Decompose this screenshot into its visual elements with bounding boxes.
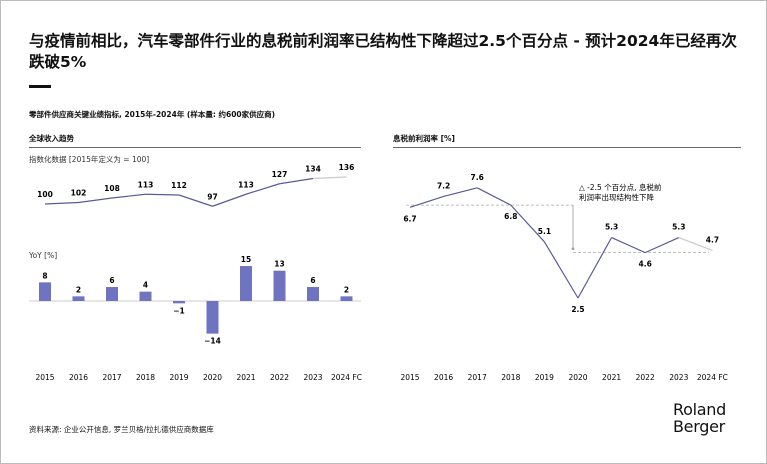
ebit-data-label: 4.7 xyxy=(706,235,719,244)
yoy-axis-label: YoY [%] xyxy=(29,251,58,260)
index-axis-label: 指数化数据 [2015年定义为 = 100] xyxy=(29,155,150,164)
ebit-line-segment xyxy=(543,241,579,299)
index-data-label: 134 xyxy=(305,165,321,174)
x-tick-label: 2023 xyxy=(303,373,322,382)
ebit-line-segment xyxy=(476,187,512,206)
x-tick-label: 2017 xyxy=(102,373,121,382)
roland-berger-logo: Roland Berger xyxy=(673,400,726,436)
yoy-bar xyxy=(206,301,219,334)
ebit-data-label: 7.2 xyxy=(437,181,450,190)
index-line-segment xyxy=(279,177,314,185)
index-line-segment xyxy=(312,176,347,180)
yoy-data-label: 2 xyxy=(344,285,349,294)
ebit-line-segment xyxy=(510,204,545,243)
chart-subtitle: 零部件供应商关键业绩指标, 2015年-2024年 (样本量: 约600家供应商… xyxy=(29,110,276,119)
yoy-bar xyxy=(240,266,252,301)
index-data-label: 112 xyxy=(171,181,187,190)
index-line-segment xyxy=(44,201,79,205)
yoy-data-label: 15 xyxy=(241,255,251,264)
ebit-line-segment xyxy=(611,236,646,254)
index-data-label: 97 xyxy=(207,192,217,201)
index-line-segment xyxy=(178,194,213,207)
delta-annotation: 利润率出现结构性下降 xyxy=(579,192,654,202)
yoy-bar xyxy=(139,291,152,301)
divider xyxy=(29,147,361,148)
ebit-section-title: 息税前利润率 [%] xyxy=(393,134,455,143)
x-tick-label: 2022 xyxy=(270,373,289,382)
ebit-data-label: 6.7 xyxy=(403,214,416,223)
ebit-line-segment xyxy=(678,236,713,252)
ebit-line-segment xyxy=(644,236,680,254)
yoy-data-label: 2 xyxy=(76,285,81,294)
x-tick-label: 2015 xyxy=(400,373,419,382)
index-data-label: 108 xyxy=(104,184,120,193)
title-accent xyxy=(29,85,51,88)
yoy-bar xyxy=(173,301,185,304)
x-tick-label: 2016 xyxy=(69,373,88,382)
yoy-data-label: −1 xyxy=(173,306,185,315)
page-title: 与疫情前相比，汽车零部件行业的息税前利润率已结构性下降超过2.5个百分点 - 预… xyxy=(29,32,737,71)
index-line-segment xyxy=(78,197,113,204)
yoy-bar xyxy=(72,296,85,301)
ebit-data-label: 7.6 xyxy=(471,173,484,182)
x-tick-label: 2018 xyxy=(136,373,155,382)
yoy-data-label: 6 xyxy=(109,276,114,285)
index-line-segment xyxy=(111,193,146,199)
divider xyxy=(393,147,741,148)
yoy-data-label: 6 xyxy=(310,276,315,285)
yoy-bar xyxy=(273,270,286,301)
ebit-line-segment xyxy=(443,187,478,198)
ebit-data-label: 5.3 xyxy=(672,223,685,232)
ebit-data-label: 4.6 xyxy=(639,260,652,269)
x-tick-label: 2018 xyxy=(501,373,520,382)
x-tick-label: 2020 xyxy=(568,373,587,382)
yoy-data-label: 13 xyxy=(274,260,284,269)
x-tick-label: 2020 xyxy=(203,373,222,382)
x-tick-label: 2022 xyxy=(636,373,655,382)
ebit-data-label: 5.3 xyxy=(605,223,618,232)
yoy-data-label: −14 xyxy=(204,337,221,346)
delta-annotation: △ -2.5 个百分点, 息税前 xyxy=(579,182,662,192)
index-data-label: 113 xyxy=(138,180,154,189)
yoy-bar xyxy=(39,282,51,301)
yoy-bar xyxy=(307,287,319,301)
ebit-line-segment xyxy=(409,195,444,208)
index-line-segment xyxy=(145,193,180,196)
delta-arrow-head xyxy=(571,247,575,250)
x-tick-label: 2024 FC xyxy=(331,373,362,382)
x-tick-label: 2015 xyxy=(35,373,54,382)
ebit-data-label: 2.5 xyxy=(571,305,584,314)
index-data-label: 136 xyxy=(339,163,355,172)
x-tick-label: 2019 xyxy=(169,373,188,382)
ebit-line-segment xyxy=(577,237,613,299)
ebit-data-label: 6.8 xyxy=(504,212,517,221)
x-tick-label: 2021 xyxy=(236,373,255,382)
index-line-segment xyxy=(212,193,247,207)
index-line-segment xyxy=(245,183,280,195)
source-note: 资料来源: 企业公开信息, 罗兰贝格/拉扎德供应商数据库 xyxy=(29,425,214,434)
yoy-bar xyxy=(106,287,118,301)
x-tick-label: 2024 FC xyxy=(697,373,728,382)
index-data-label: 127 xyxy=(272,170,288,179)
yoy-data-label: 4 xyxy=(143,281,148,290)
yoy-bar xyxy=(340,296,353,301)
index-data-label: 113 xyxy=(238,180,254,189)
yoy-data-label: 8 xyxy=(42,271,47,280)
index-data-label: 100 xyxy=(37,190,53,199)
revenue-section-title: 全球收入趋势 xyxy=(29,134,74,143)
x-tick-label: 2023 xyxy=(669,373,688,382)
index-data-label: 102 xyxy=(71,189,87,198)
x-tick-label: 2019 xyxy=(535,373,554,382)
x-tick-label: 2016 xyxy=(434,373,453,382)
ebit-data-label: 5.1 xyxy=(538,227,551,236)
x-tick-label: 2021 xyxy=(602,373,621,382)
x-tick-label: 2017 xyxy=(468,373,487,382)
